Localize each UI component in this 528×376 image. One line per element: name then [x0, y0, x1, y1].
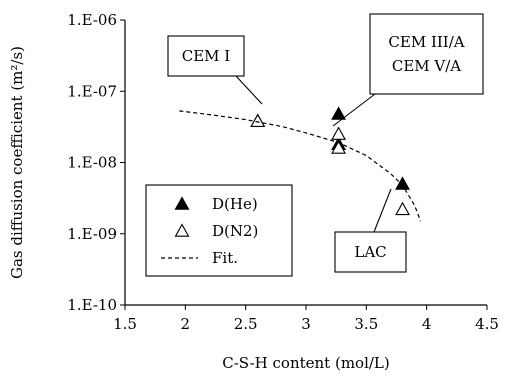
callout-text: CEM III/A: [388, 33, 464, 51]
x-tick-label: 3: [301, 315, 311, 333]
y-tick-label: 1.E-08: [67, 154, 117, 172]
fit-line: [179, 110, 422, 222]
legend-item: Fit.: [161, 249, 238, 267]
y-tick-label: 1.E-09: [67, 225, 117, 243]
legend: D(He) D(N2) Fit.: [145, 184, 293, 277]
callout-pointer: [235, 75, 263, 105]
callout-pointer: [373, 188, 392, 233]
x-tick-label: 4: [422, 315, 432, 333]
x-tick-label: 2: [181, 315, 191, 333]
legend-marker: [174, 196, 190, 210]
x-tick-label: 1.5: [113, 315, 137, 333]
callout-text: CEM I: [182, 47, 231, 65]
callout-text: CEM V/A: [392, 57, 461, 75]
y-tick-label: 1.E-07: [67, 82, 117, 100]
callout-text: LAC: [354, 243, 386, 261]
data-point-d-n2: [331, 140, 347, 154]
axes: 1.5 2 2.5 3 3.5 4 4.5 1.E-06 1.E-07 1.E-08 1.E-09 1…: [8, 11, 499, 372]
legend-label: Fit.: [212, 249, 238, 267]
legend-box: [145, 184, 293, 277]
legend-label: D(He): [212, 195, 258, 213]
callout-lac: LAC: [334, 188, 407, 273]
legend-marker: [174, 223, 190, 237]
x-axis-label: C-S-H content (mol/L): [222, 354, 390, 372]
callouts: CEM I CEM III/A CEM V/A LAC: [167, 13, 484, 273]
y-tick-label: 1.E-10: [67, 296, 117, 314]
callout-pointer: [332, 93, 376, 127]
x-tick-label: 3.5: [354, 315, 378, 333]
callout-cem3: CEM III/A CEM V/A: [332, 13, 484, 127]
callout-box: [369, 13, 484, 95]
legend-item: D(He): [174, 195, 258, 213]
data-point-d-he: [331, 106, 347, 120]
data-point-d-he: [395, 176, 410, 190]
callout-box: [334, 231, 407, 273]
y-tick-label: 1.E-06: [67, 11, 117, 29]
x-tick-label: 2.5: [234, 315, 258, 333]
data-point-d-n2: [395, 201, 410, 216]
x-tick-label: 4.5: [475, 315, 499, 333]
data-point-d-n2: [250, 113, 266, 127]
callout-box: [167, 35, 245, 77]
y-axis-label: Gas diffusion coefficient (m²/s): [8, 46, 26, 279]
data-point-d-n2: [331, 126, 347, 140]
legend-item: D(N2): [174, 222, 258, 240]
callout-cem1: CEM I: [167, 35, 263, 105]
plot-area: [179, 106, 422, 222]
legend-label: D(N2): [212, 222, 258, 240]
